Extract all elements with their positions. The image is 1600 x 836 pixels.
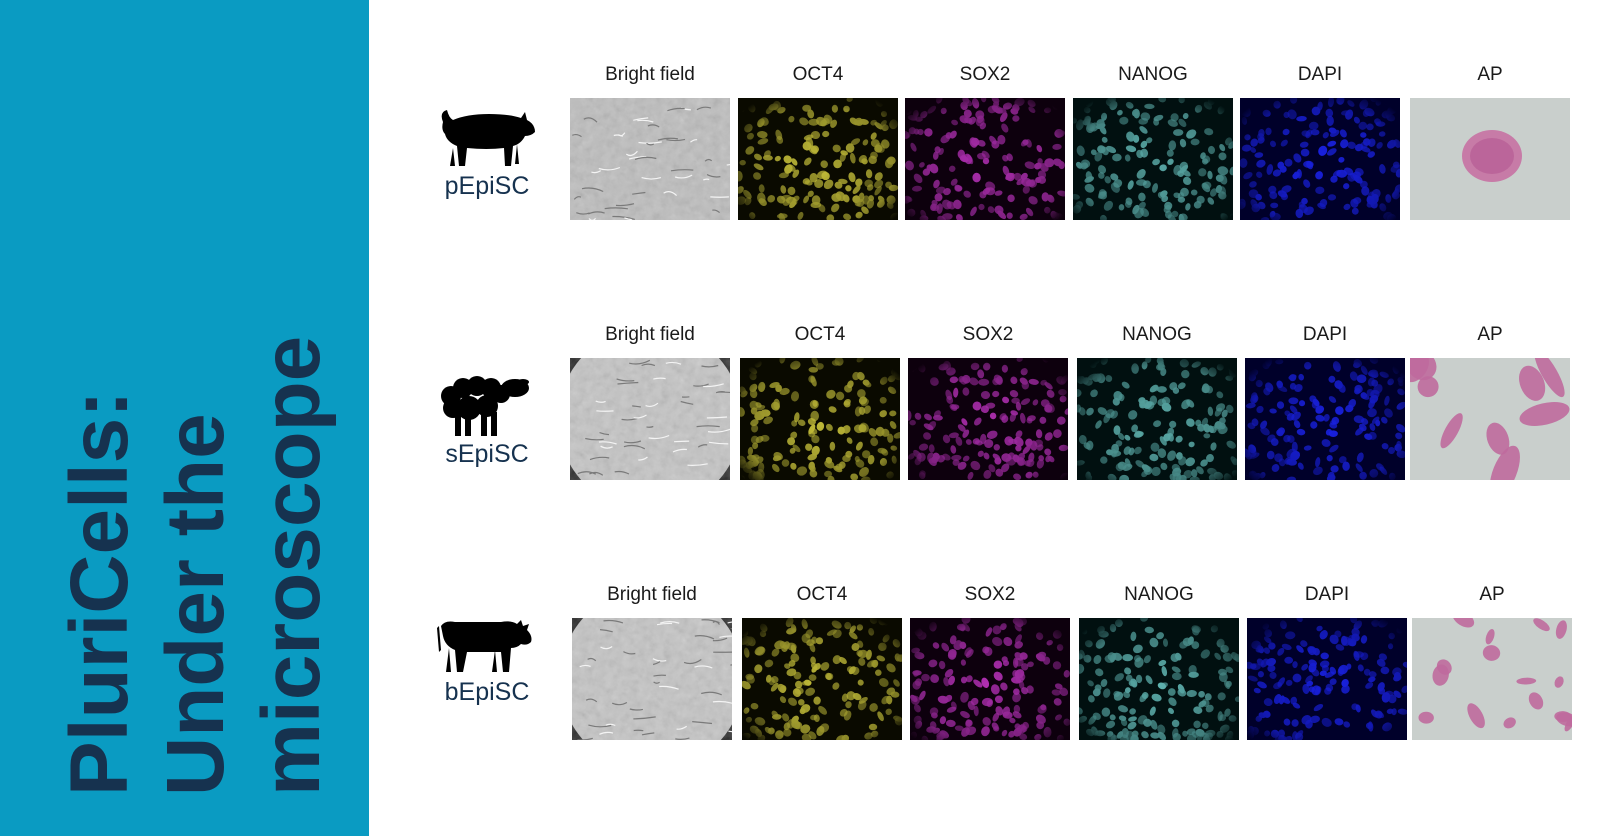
pig-icon	[441, 110, 535, 166]
column-label-oct4: OCT4	[794, 324, 846, 345]
ap-image	[1410, 98, 1570, 220]
sox2-image	[910, 618, 1070, 740]
column-label-bright-field: Bright field	[607, 584, 697, 605]
species-cow: bEpiSC	[432, 614, 542, 707]
column-label-ap: AP	[1477, 324, 1503, 345]
nanog-image	[1073, 98, 1233, 220]
column-label-sox2: SOX2	[962, 324, 1014, 345]
oct4-image	[742, 618, 902, 740]
title-sidebar: PluriCells: Under the microscope	[0, 0, 369, 836]
species-pig: pEpiSC	[432, 104, 542, 201]
row-sheep: sEpiSC Bright field OCT4 SOX2 NANOG DAPI AP	[0, 318, 1600, 498]
column-label-nanog: NANOG	[1124, 584, 1194, 605]
column-label-bright-field: Bright field	[605, 64, 695, 85]
sox2-image	[905, 98, 1065, 220]
oct4-image	[740, 358, 900, 480]
species-code: bEpiSC	[444, 678, 530, 706]
column-label-dapi: DAPI	[1304, 584, 1350, 605]
column-label-nanog: NANOG	[1122, 324, 1192, 345]
species-code: sEpiSC	[445, 440, 529, 468]
sox2-image	[908, 358, 1068, 480]
row-cow: bEpiSC Bright field OCT4 SOX2 NANOG DAPI AP	[0, 578, 1600, 758]
column-label-sox2: SOX2	[959, 64, 1011, 85]
column-label-sox2: SOX2	[964, 584, 1016, 605]
species-sheep: sEpiSC	[432, 372, 542, 469]
nanog-image	[1077, 358, 1237, 480]
species-code: pEpiSC	[444, 172, 530, 200]
column-label-oct4: OCT4	[792, 64, 844, 85]
ap-image	[1412, 618, 1572, 740]
oct4-image	[738, 98, 898, 220]
column-label-oct4: OCT4	[796, 584, 848, 605]
dapi-image	[1240, 98, 1400, 220]
bright-field-image	[570, 358, 730, 480]
sheep-icon	[441, 376, 529, 436]
dapi-image	[1245, 358, 1405, 480]
row-pig: pEpiSC Bright field OCT4 SOX2 NANOG DAPI AP	[0, 58, 1600, 238]
dapi-image	[1247, 618, 1407, 740]
bright-field-image	[570, 98, 730, 220]
column-label-bright-field: Bright field	[605, 324, 695, 345]
column-label-dapi: DAPI	[1302, 324, 1348, 345]
column-label-ap: AP	[1477, 64, 1503, 85]
bright-field-image	[572, 618, 732, 740]
ap-image	[1410, 358, 1570, 480]
column-label-ap: AP	[1479, 584, 1505, 605]
nanog-image	[1079, 618, 1239, 740]
cow-icon	[437, 620, 532, 672]
column-label-dapi: DAPI	[1297, 64, 1343, 85]
column-label-nanog: NANOG	[1118, 64, 1188, 85]
